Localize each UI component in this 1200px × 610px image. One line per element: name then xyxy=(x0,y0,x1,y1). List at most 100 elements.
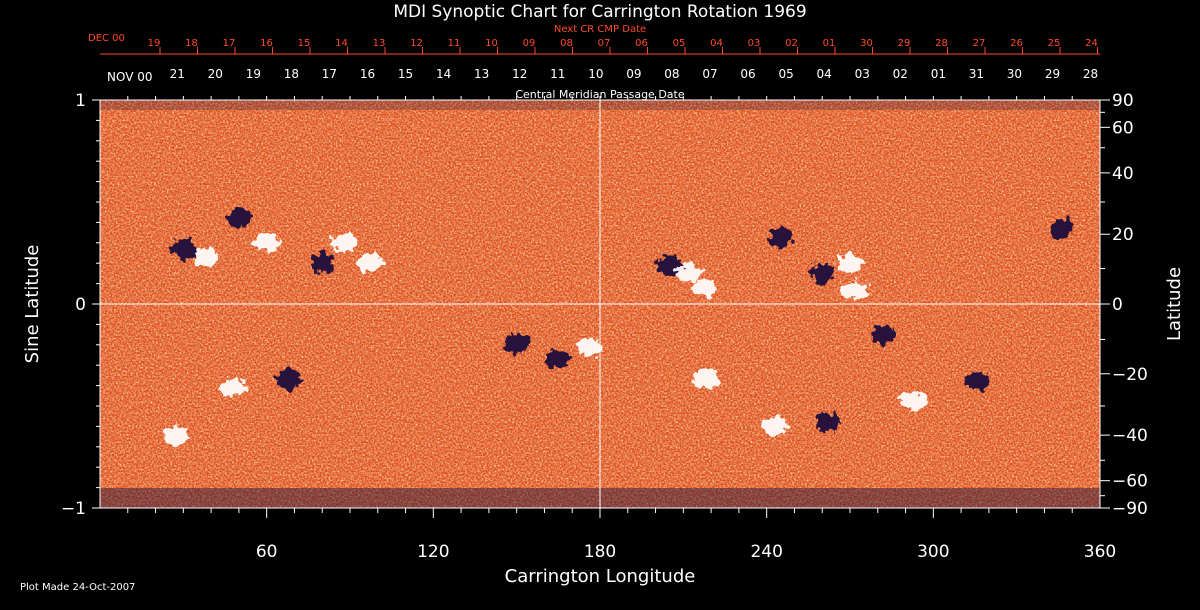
region-positive-4 xyxy=(331,233,358,252)
cmp-date-label: 12 xyxy=(512,67,527,81)
next-cr-date-label: 07 xyxy=(598,38,611,49)
next-cr-date-label: 03 xyxy=(748,38,761,49)
region-negative-25 xyxy=(1049,218,1074,239)
cmp-date-label: 18 xyxy=(284,67,299,81)
next-cr-date-label: 06 xyxy=(635,38,648,49)
y-right-tick-label: −20 xyxy=(1112,365,1148,385)
y-left-tick-label: 0 xyxy=(75,295,86,315)
region-positive-6 xyxy=(356,254,383,273)
region-positive-14 xyxy=(675,264,702,283)
cmp-date-label: 29 xyxy=(1045,67,1060,81)
y-right-tick-label: −60 xyxy=(1112,472,1148,492)
x-tick-label: 240 xyxy=(750,542,782,562)
next-cr-date-label: 27 xyxy=(973,38,986,49)
region-positive-11 xyxy=(575,337,602,356)
region-negative-8 xyxy=(276,369,301,390)
next-cr-date-label: 17 xyxy=(223,38,236,49)
x-tick-label: 60 xyxy=(256,542,278,562)
region-negative-13 xyxy=(657,255,682,276)
next-cr-ticks xyxy=(159,47,1098,54)
cmp-date-label: 16 xyxy=(360,67,375,81)
y-right-tick-label: −90 xyxy=(1112,499,1148,519)
cmp-date-label: 11 xyxy=(550,67,565,81)
next-cr-date-label: 08 xyxy=(560,38,573,49)
cmp-date-label: 14 xyxy=(436,67,451,81)
region-positive-23 xyxy=(762,417,788,436)
next-cr-label: Next CR CMP Date xyxy=(554,24,646,35)
next-cr-date-label: 05 xyxy=(673,38,686,49)
y-right-tick-label: 90 xyxy=(1112,91,1134,111)
x-axis: 60 120 180 240 300 360 xyxy=(127,508,1116,562)
cmp-date-label: 20 xyxy=(208,67,223,81)
cmp-date-label: 21 xyxy=(170,67,185,81)
y-right-tick-label: 20 xyxy=(1112,225,1134,245)
cmp-date-label: 07 xyxy=(702,67,717,81)
next-cr-date-label: 14 xyxy=(335,38,348,49)
next-cr-date-label: 02 xyxy=(785,38,798,49)
next-cr-date-label: 25 xyxy=(1048,38,1061,49)
region-negative-16 xyxy=(768,228,793,249)
cmp-date-label: 06 xyxy=(740,67,755,81)
cmp-date-label: 09 xyxy=(626,67,641,81)
next-cr-month: DEC 00 xyxy=(88,33,125,44)
region-positive-18 xyxy=(837,254,863,273)
y-axis-left-label: Sine Latitude xyxy=(22,245,43,364)
region-positive-15 xyxy=(692,278,719,297)
next-cr-date-label: 18 xyxy=(185,38,198,49)
region-negative-21 xyxy=(965,371,990,392)
next-cr-date-label: 11 xyxy=(448,38,461,49)
cmp-date-label: 01 xyxy=(931,67,946,81)
next-cr-date-label: 04 xyxy=(710,38,723,49)
next-cr-date-label: 09 xyxy=(523,38,536,49)
region-positive-7 xyxy=(220,378,247,397)
cmp-dates: 21 20 19 18 17 16 15 14 13 12 11 10 09 08 07 06 05 04 03 02… xyxy=(170,67,1099,81)
next-cr-date-label: 12 xyxy=(410,38,423,49)
cmp-date-label: 15 xyxy=(398,67,413,81)
x-tick-label: 360 xyxy=(1084,542,1116,562)
cmp-month: NOV 00 xyxy=(107,70,153,84)
y-right-tick-label: −40 xyxy=(1112,426,1148,446)
region-negative-0 xyxy=(226,208,251,229)
cmp-date-label: 10 xyxy=(588,67,603,81)
y-left-tick-label: 1 xyxy=(75,91,86,111)
cmp-date-label: 05 xyxy=(778,67,793,81)
next-cr-date-label: 01 xyxy=(823,38,836,49)
region-negative-5 xyxy=(310,253,335,274)
x-tick-label: 120 xyxy=(417,542,449,562)
x-tick-label: 180 xyxy=(584,542,616,562)
next-cr-date-label: 16 xyxy=(260,38,273,49)
next-cr-dates: 19 18 17 16 15 14 13 12 11 10 09 08 07 06 05 04 03 02 01 30… xyxy=(148,38,1098,49)
next-cr-date-label: 26 xyxy=(1010,38,1023,49)
next-cr-date-label: 24 xyxy=(1085,38,1098,49)
region-positive-9 xyxy=(162,427,188,446)
cmp-date-label: 30 xyxy=(1007,67,1022,81)
cmp-date-label: 31 xyxy=(969,67,984,81)
region-positive-3 xyxy=(192,248,219,267)
next-cr-date-label: 19 xyxy=(148,38,161,49)
region-positive-26 xyxy=(692,370,719,389)
active-regions xyxy=(162,208,1074,446)
y-axis-left: 1 0 −1 xyxy=(61,91,100,519)
x-tick-label: 300 xyxy=(917,542,949,562)
x-axis-label: Carrington Longitude xyxy=(505,566,696,587)
cmp-date-label: 17 xyxy=(322,67,337,81)
region-positive-1 xyxy=(253,233,280,252)
cmp-date-label: 28 xyxy=(1083,67,1098,81)
next-cr-date-label: 15 xyxy=(298,38,311,49)
cmp-date-label: 19 xyxy=(246,67,261,81)
chart-title: MDI Synoptic Chart for Carrington Rotati… xyxy=(393,2,806,22)
y-left-tick-label: −1 xyxy=(61,499,86,519)
y-right-tick-label: 40 xyxy=(1112,164,1134,184)
cmp-label: Central Meridian Passage Date xyxy=(515,88,684,101)
cmp-date-label: 04 xyxy=(817,67,832,81)
cmp-date-label: 02 xyxy=(893,67,908,81)
next-cr-date-label: 13 xyxy=(373,38,386,49)
cmp-date-label: 13 xyxy=(474,67,489,81)
region-negative-12 xyxy=(546,349,571,370)
y-right-tick-label: 0 xyxy=(1112,295,1123,315)
region-negative-10 xyxy=(504,332,529,353)
y-axis-right: 90 60 40 20 0 −20 −40 −60 −90 xyxy=(1100,91,1148,519)
next-cr-date-label: 28 xyxy=(935,38,948,49)
next-cr-date-label: 10 xyxy=(485,38,498,49)
